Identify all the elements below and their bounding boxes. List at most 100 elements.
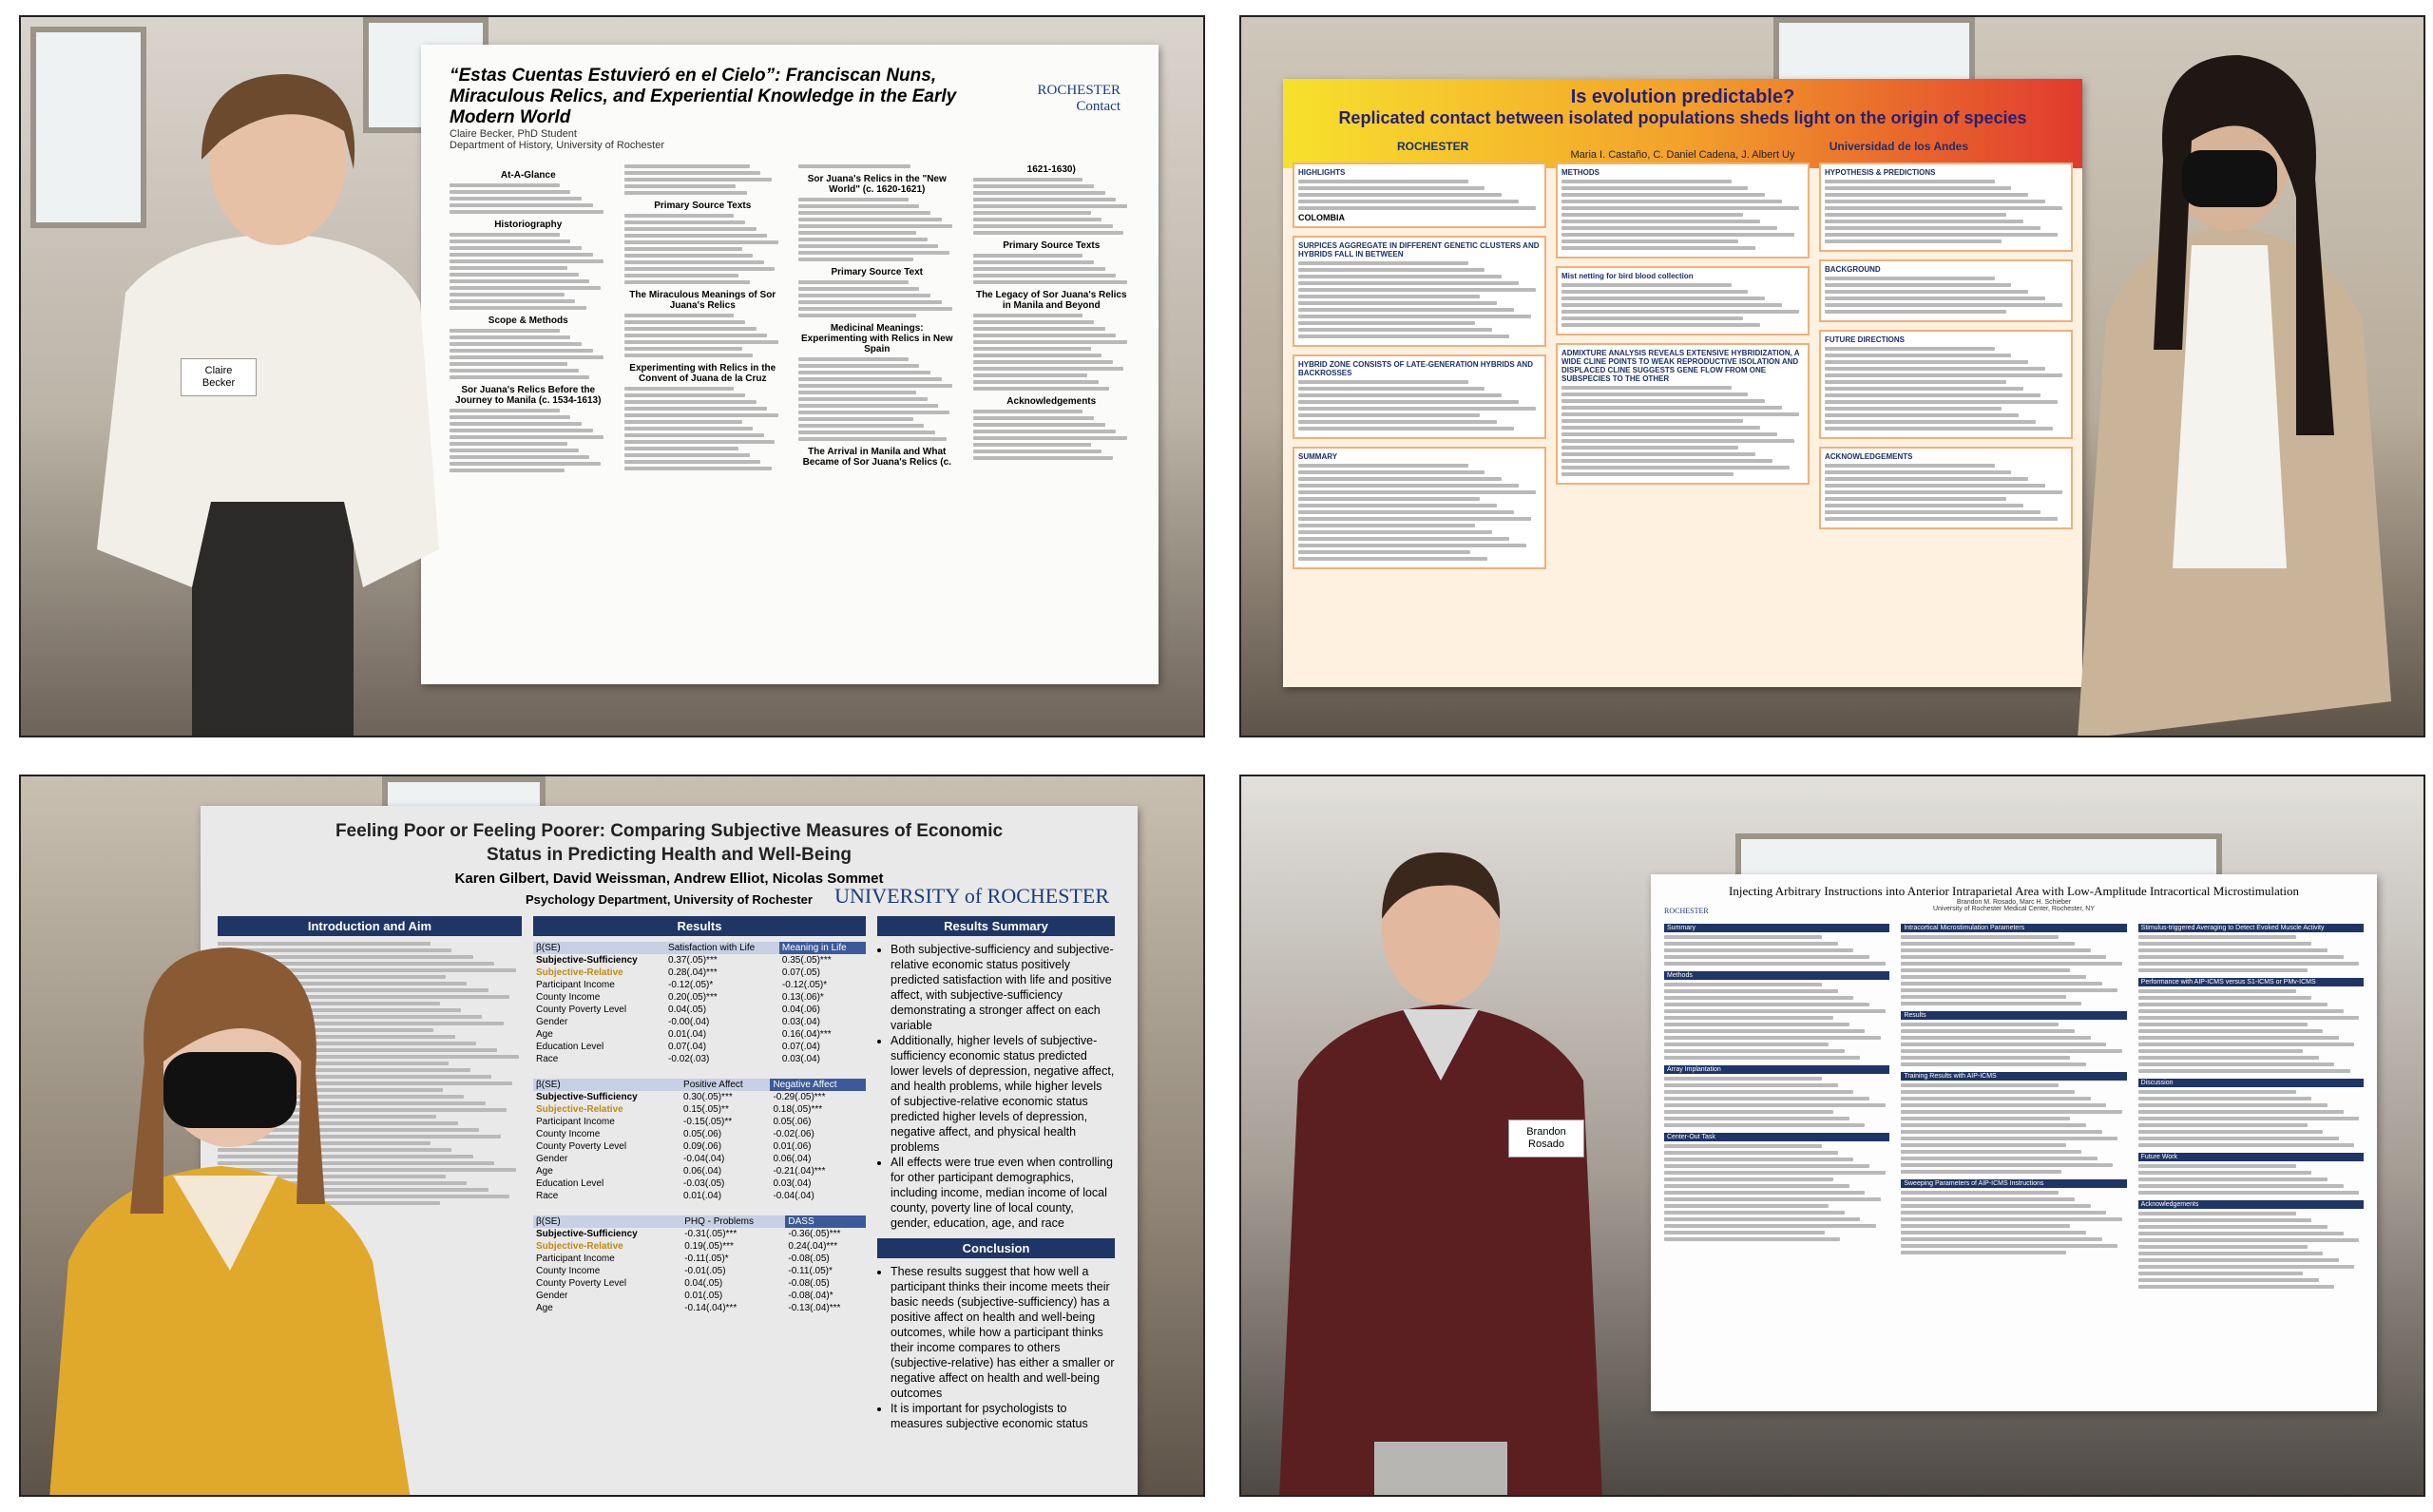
text-line [623,433,764,437]
text-line [798,258,913,261]
text-line [798,391,917,394]
table-cell: 0.06(.04) [683,1166,722,1177]
text-line [1561,392,1749,396]
section-heading: The Arrival in Manila and What Became of… [802,164,1076,468]
text-line [1901,995,2066,999]
table-header-cell: Satisfaction with Life [665,942,779,954]
poster-body: HIGHLIGHTS COLOMBIA SURPICES AGGREGATE IN … [1283,153,2082,579]
table-cell: County Income [536,1266,601,1276]
text-line [1901,1237,2102,1241]
text-line [972,198,1117,201]
text-line [450,246,583,250]
poster-section: Methods [1664,971,1890,1060]
text-line [2137,955,2344,959]
table-cell: Education Level [536,1178,604,1189]
window [30,27,146,228]
text-line [2137,942,2312,946]
text-line [1298,504,1498,507]
text-line [1901,1002,2082,1005]
text-line [972,334,1117,337]
text-line [972,450,1102,453]
text-line [1901,1170,2061,1174]
table-cell: -0.21(.04)*** [773,1166,826,1177]
poster-section: Performance with AIP-ICMS versus S1-ICMS… [2137,978,2364,1073]
text-line [1825,347,1995,351]
text-line [450,273,579,277]
text-line [1664,1110,1833,1114]
text-line [1298,557,1487,561]
table-cell: Race [536,1191,559,1201]
table-cell: 0.18(.05)*** [773,1104,823,1115]
table-row: Subjective-Relative 0.28(.04)*** 0.07(.05) [533,967,866,979]
text-line [1298,537,1509,541]
text-line [1825,354,2012,357]
text-line [972,260,1094,264]
text-line [623,420,742,424]
text-line [218,1042,476,1045]
text-line [972,327,1105,331]
poster: Feeling Poor or Feeling Poorer: Comparin… [201,806,1138,1495]
poster-section: Array Implantation [1664,1065,1890,1127]
poster-section: BACKGROUND [1819,259,2073,322]
table-cell: 0.04(.06) [781,1005,820,1015]
table-row: Subjective-Relative 0.19(.05)*** 0.24(.04)… [533,1240,866,1253]
section-heading: Experimenting with Relics in the Convent… [629,363,776,384]
text-line [450,233,560,237]
text-line [623,453,750,457]
text-line [1664,1056,1861,1060]
text-line [218,1015,483,1019]
table-cell: -0.11(.05)* [788,1266,833,1276]
text-line [2137,962,2360,966]
text-line [1298,484,1520,488]
poster-section: Primary Source Text [798,267,956,317]
section-heading: Results Summary [877,916,1115,936]
text-line [972,416,1094,420]
text-line [1298,427,1514,431]
text-line [1298,206,1536,210]
poster-header-text: Injecting Arbitrary Instructions into An… [1729,884,2299,898]
table-cell: Age [536,1166,553,1177]
text-line [218,1201,440,1205]
text-line [972,360,1113,364]
text-line [1298,295,1481,298]
text-line [1561,226,1777,230]
text-line [972,387,1110,391]
person [49,947,411,1495]
text-line [1901,1062,2086,1066]
text-line [2137,1272,2303,1275]
text-line [1664,1231,1825,1234]
text-line [1298,393,1503,397]
text-line [1664,983,1823,986]
text-line [1664,942,1838,946]
text-line [2137,1062,2335,1066]
text-line [1561,399,1766,403]
poster-section: Sor Juana's Relics Before the Journey to… [450,164,781,472]
table-cell: 0.05(.06) [683,1129,722,1139]
table-cell: 0.06(.04) [773,1154,812,1164]
text-line [1561,239,1739,243]
name-tag-text: Becker [201,377,236,389]
text-line [1825,400,2058,404]
text-line [218,1062,450,1065]
poster-logo: ROCHESTER [1664,907,1709,915]
text-line [1664,1204,1830,1208]
poster-section: Summary [1664,924,1890,966]
table-cell: -0.13(.04)*** [788,1303,841,1313]
text-line [1664,1224,1877,1228]
table-header-cell: Meaning in Life [778,942,866,954]
text-line [798,294,931,297]
section-heading: Acknowledgements [2137,1200,2364,1209]
table-row: County Income 0.05(.06) -0.02(.06) [533,1128,866,1140]
table-cell: 0.05(.06) [773,1117,812,1127]
text-line [798,238,928,241]
text-line [623,274,739,278]
table-header-cell: β(SE) [533,942,666,954]
section-heading: BACKGROUND [1825,265,1881,274]
bullet-list: Both subjective-sufficiency and subjecti… [877,942,1115,1231]
logo-text: Universidad de los Andes [1829,140,1968,153]
table-cell: -0.11(.05)* [684,1254,729,1264]
text-line [1561,323,1761,327]
text-line [450,442,568,446]
text-line [623,314,735,317]
section-heading: Medicinal Meanings: Experimenting with R… [801,323,953,354]
